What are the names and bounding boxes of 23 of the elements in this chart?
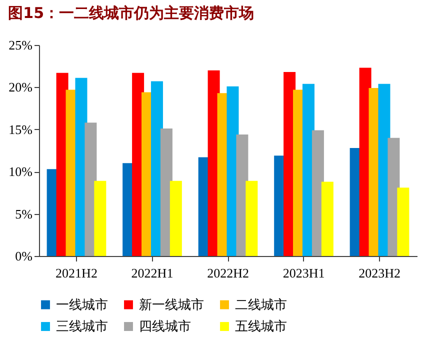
x-tick-label: 2021H2 [56,266,98,280]
bar [321,182,334,256]
legend-label: 一线城市 [56,298,108,313]
y-tick-label: 25% [8,38,33,52]
x-tick-label: 2022H1 [131,266,174,280]
legend-label: 新一线城市 [139,298,204,313]
bar [94,180,106,256]
y-tick-label: 5% [15,206,33,222]
y-tick-label: 0% [15,248,33,264]
chart-title: 图15：一二线城市仍为主要消费市场 [8,4,254,22]
legend-label: 四线城市 [139,320,191,334]
x-tick-label: 2023H1 [282,266,325,280]
bar [397,188,410,256]
bar [246,180,258,256]
x-tick-label: 2023H2 [358,266,400,280]
y-tick-label: 15% [8,122,33,137]
x-tick-label: 2022H2 [207,266,249,280]
legend-label: 三线城市 [56,320,108,334]
bar [170,180,182,256]
legend-label: 二线城市 [235,298,287,313]
legend-label: 五线城市 [235,320,287,334]
y-tick-label: 20% [8,80,33,95]
y-tick-label: 10% [8,164,33,180]
